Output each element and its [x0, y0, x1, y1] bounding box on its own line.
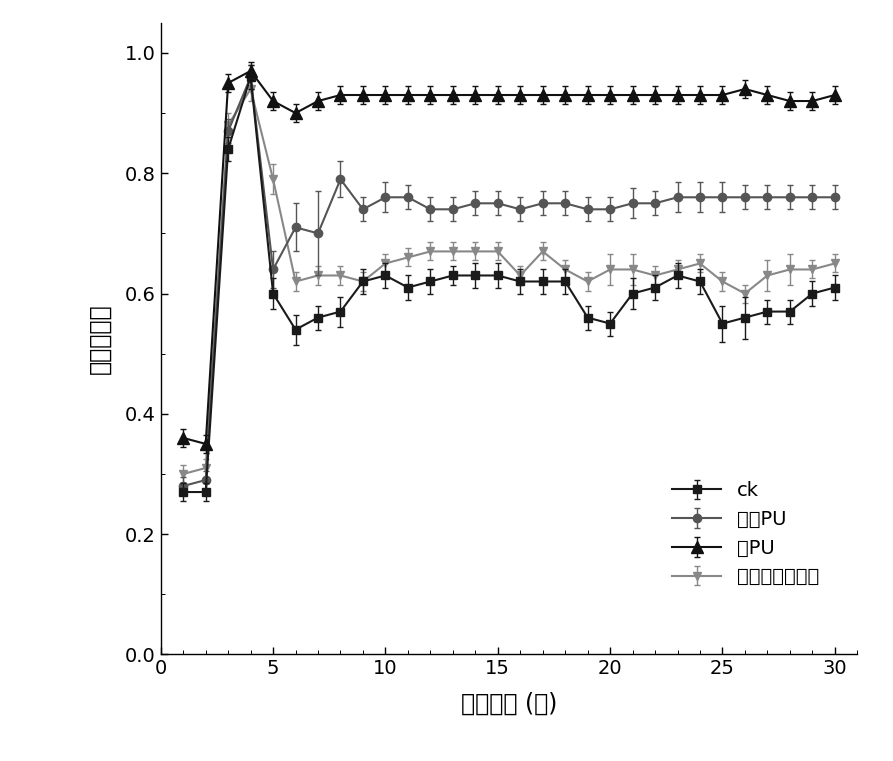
X-axis label: 运行天数 (天): 运行天数 (天) — [461, 693, 557, 716]
Legend: ck, 普通PU, 磁PU, 纳米四氧化三铁: ck, 普通PU, 磁PU, 纳米四氧化三铁 — [664, 473, 827, 594]
Y-axis label: 总氮去除率: 总氮去除率 — [88, 304, 111, 374]
